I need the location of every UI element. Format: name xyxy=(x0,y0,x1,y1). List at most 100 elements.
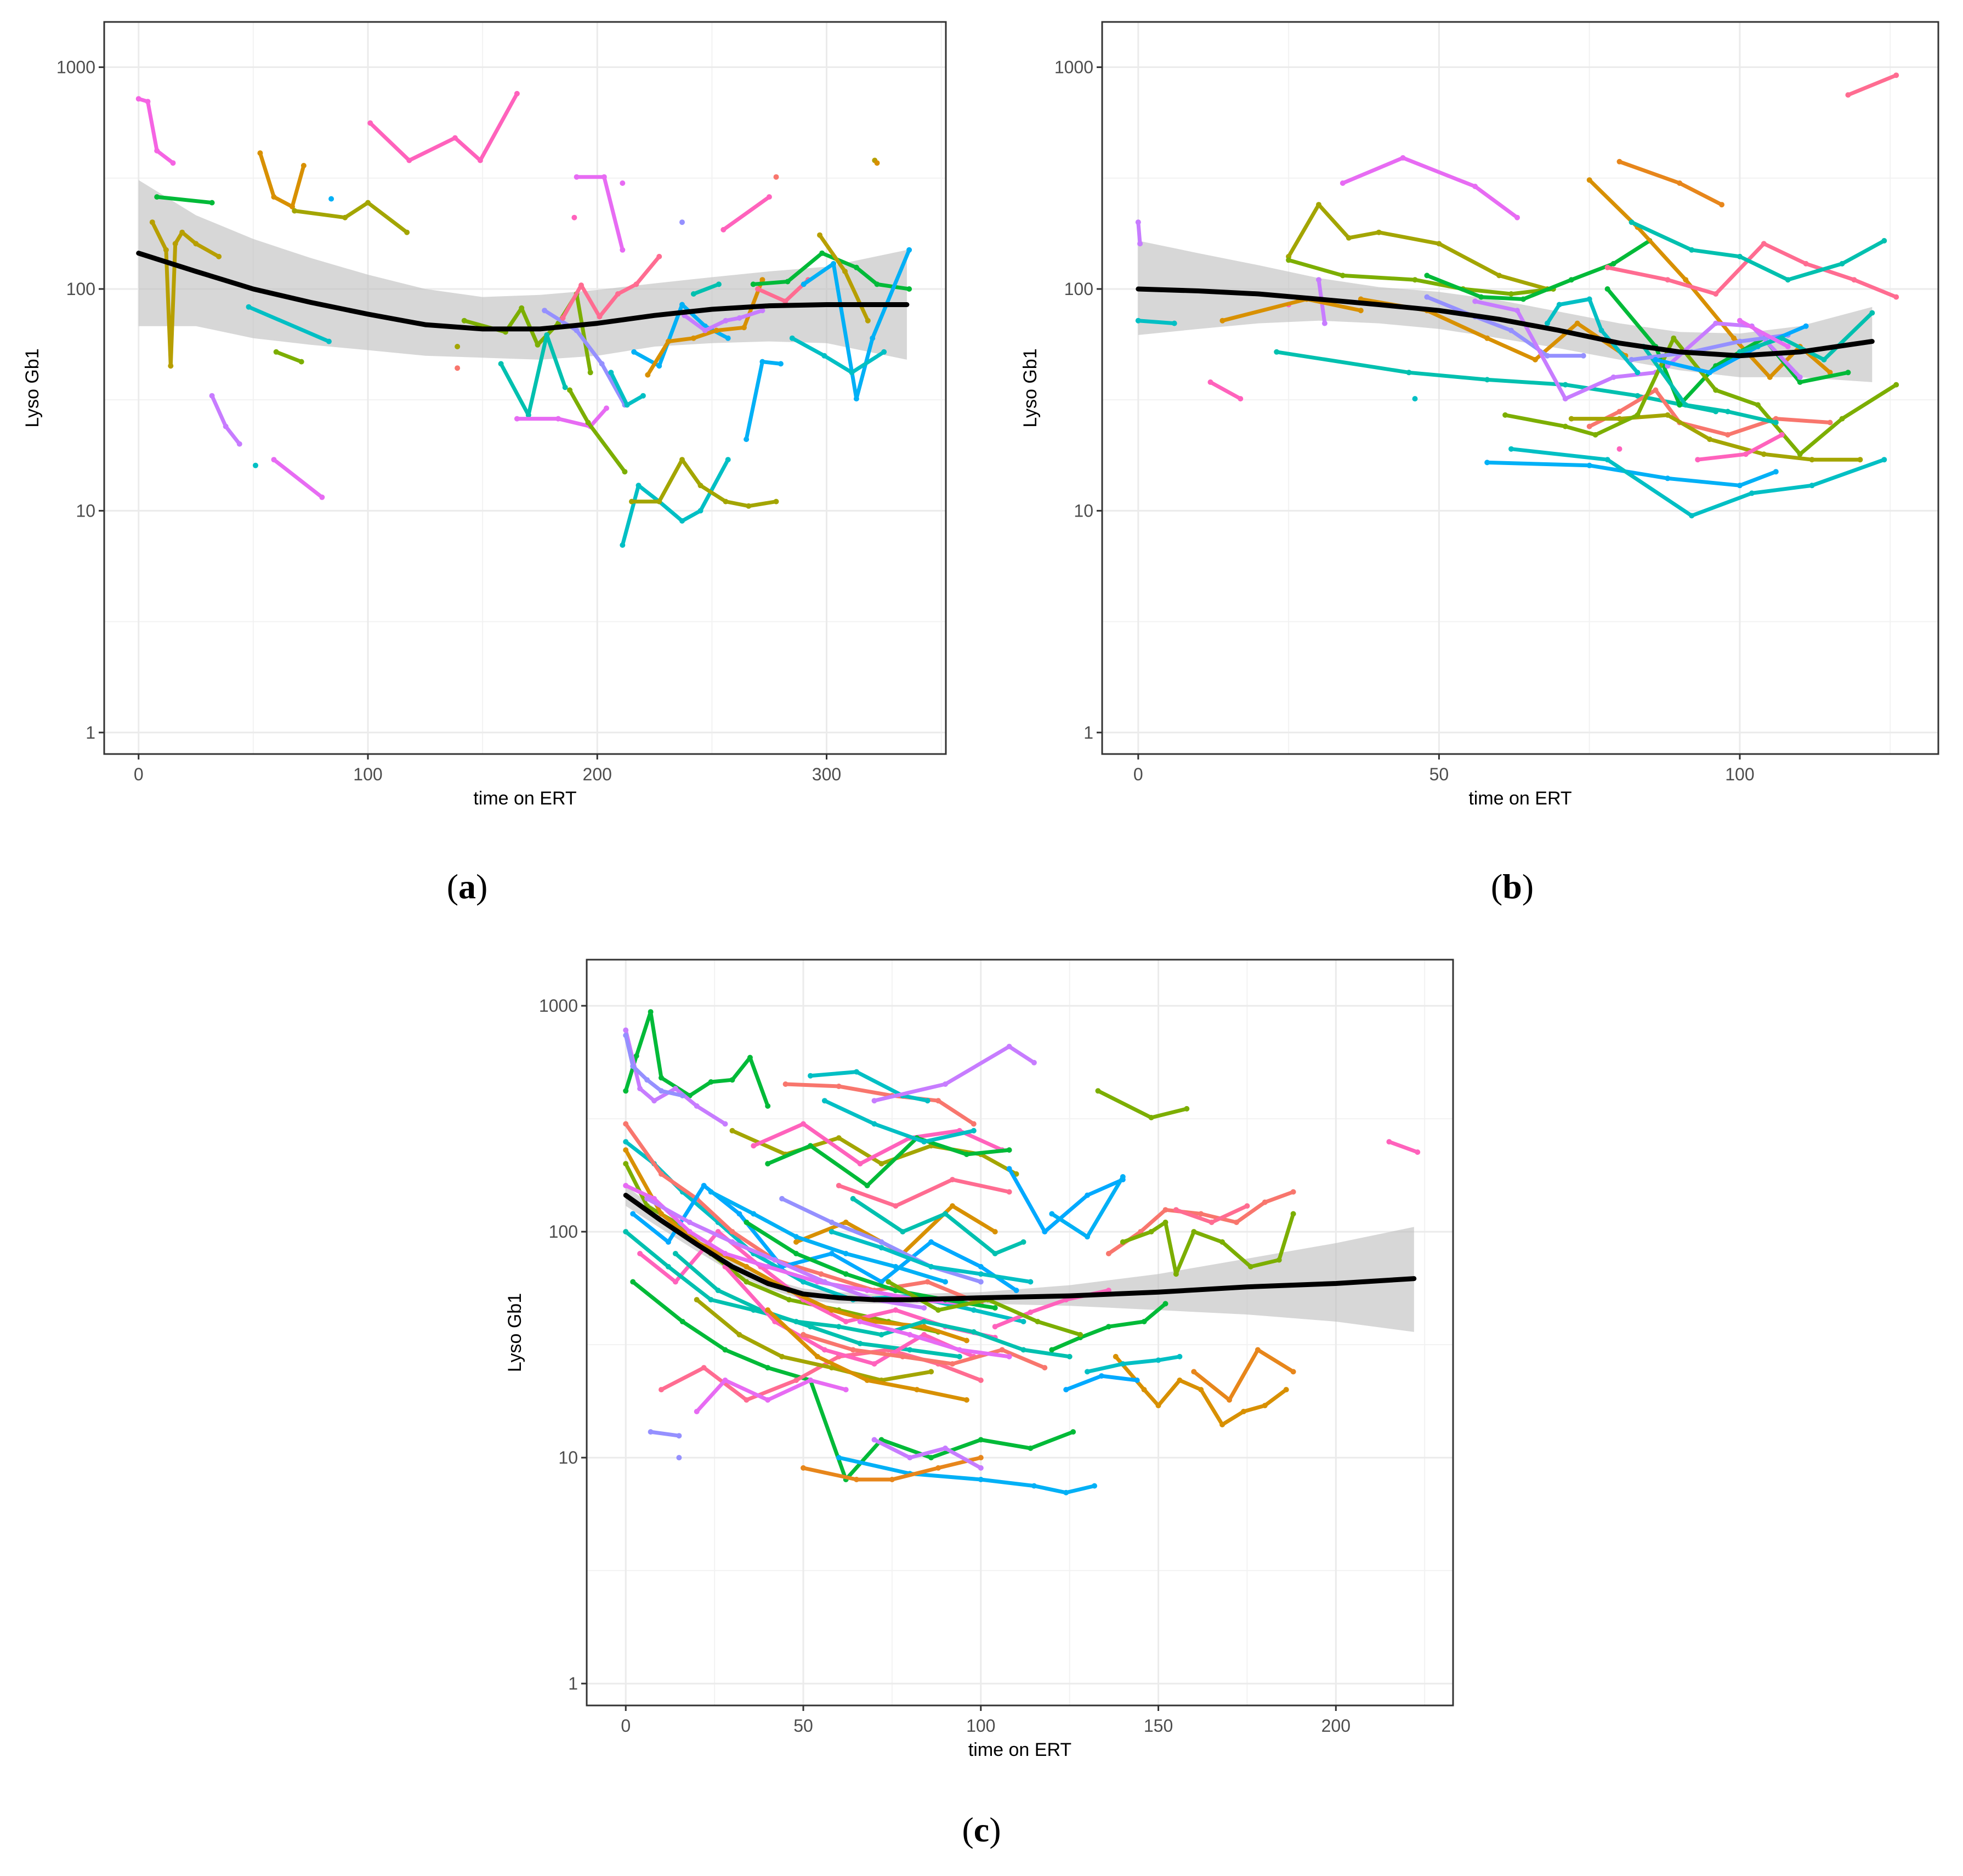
data-point xyxy=(645,372,651,378)
data-point xyxy=(765,1263,771,1269)
data-point xyxy=(477,157,483,163)
data-point xyxy=(874,160,880,166)
data-point xyxy=(808,1143,813,1149)
data-point xyxy=(1241,1409,1246,1414)
data-point xyxy=(163,247,169,253)
y-axis-title: Lyso Gb1 xyxy=(504,1293,525,1372)
data-point xyxy=(1839,416,1845,422)
data-point xyxy=(725,457,731,463)
data-point xyxy=(1803,323,1809,329)
data-point xyxy=(928,1455,934,1461)
data-point xyxy=(1616,158,1622,165)
data-point xyxy=(1821,356,1827,362)
series-line-17 xyxy=(542,308,627,407)
data-point xyxy=(751,1143,757,1149)
data-point xyxy=(1635,370,1641,376)
data-point xyxy=(723,318,729,324)
data-point xyxy=(878,1245,884,1251)
data-point xyxy=(1148,1229,1154,1235)
data-point xyxy=(1283,1387,1289,1393)
data-point xyxy=(836,1183,842,1188)
data-point xyxy=(722,1121,728,1127)
data-point xyxy=(1484,335,1490,341)
data-point xyxy=(1616,416,1622,422)
series-line-32 xyxy=(1738,311,1874,362)
data-point xyxy=(921,1305,927,1311)
series-line-24 xyxy=(1503,336,1898,456)
data-point xyxy=(514,416,520,422)
data-point xyxy=(999,1347,1005,1353)
data-point xyxy=(793,1239,799,1245)
x-tick-label: 300 xyxy=(812,764,841,784)
data-point xyxy=(273,349,279,355)
data-point xyxy=(864,1288,870,1294)
series-line-47 xyxy=(744,1220,997,1310)
data-point xyxy=(1683,402,1689,408)
data-point xyxy=(1616,409,1622,415)
x-tick-label: 150 xyxy=(1144,1716,1173,1736)
data-point xyxy=(793,1378,799,1383)
data-point xyxy=(1881,457,1887,463)
data-point xyxy=(679,457,685,463)
panel-b: 0 50 100 1 10 100 1000 time on ERT Lyso Gb1 xyxy=(981,0,1963,839)
data-point xyxy=(623,1139,629,1145)
x-tick-label: 50 xyxy=(1429,764,1449,784)
data-point xyxy=(963,1397,969,1403)
series-line-42 xyxy=(695,1297,933,1382)
data-point xyxy=(1508,327,1514,333)
data-point xyxy=(1412,277,1418,283)
data-point xyxy=(659,1211,664,1217)
data-point xyxy=(1737,338,1743,344)
data-point xyxy=(1006,1044,1012,1050)
data-point xyxy=(170,160,176,166)
data-point xyxy=(829,1307,835,1313)
smooth-trend-line xyxy=(136,251,910,332)
data-point xyxy=(1028,1310,1034,1315)
series-line-8 xyxy=(1341,156,1519,220)
data-point xyxy=(292,208,298,214)
data-point xyxy=(1779,432,1785,438)
data-point xyxy=(1749,490,1755,496)
data-point xyxy=(893,1307,899,1313)
data-point xyxy=(623,1033,629,1038)
data-point xyxy=(1562,396,1568,402)
data-point xyxy=(1683,277,1689,283)
data-point xyxy=(672,1279,678,1285)
data-point xyxy=(636,483,642,489)
data-point xyxy=(1286,257,1292,263)
x-tick-label: 0 xyxy=(1133,764,1143,784)
data-point xyxy=(850,1195,856,1201)
chart-b: 0 50 100 1 10 100 1000 time on ERT Lyso Gb1 xyxy=(1020,21,1939,809)
data-point xyxy=(1134,1378,1140,1383)
data-point xyxy=(1761,241,1767,247)
data-point xyxy=(1120,1174,1126,1180)
data-point xyxy=(630,1063,636,1069)
data-point xyxy=(963,1152,969,1157)
data-point xyxy=(1779,335,1785,341)
data-point xyxy=(1496,273,1502,279)
data-point xyxy=(1665,412,1671,418)
data-point xyxy=(1105,1324,1111,1330)
data-point xyxy=(849,370,855,376)
series-line-11 xyxy=(631,1183,1018,1293)
data-point xyxy=(1120,1361,1126,1367)
data-point xyxy=(578,282,584,288)
data-point xyxy=(785,279,791,285)
data-point xyxy=(1653,387,1659,393)
data-point xyxy=(1574,320,1580,326)
data-point xyxy=(878,1331,884,1337)
data-point xyxy=(978,1437,984,1443)
series-line-11 xyxy=(1425,239,1652,301)
data-point xyxy=(821,1279,827,1285)
y-tick-label: 10 xyxy=(558,1448,578,1467)
data-point xyxy=(644,1077,650,1083)
data-point xyxy=(1155,1357,1161,1363)
data-point xyxy=(722,1378,728,1383)
data-point xyxy=(801,1465,806,1471)
data-point xyxy=(978,1465,984,1471)
data-point xyxy=(1635,412,1641,418)
data-point xyxy=(935,1307,941,1313)
data-point xyxy=(1274,349,1280,355)
data-point xyxy=(608,370,614,376)
data-point xyxy=(736,1211,742,1217)
